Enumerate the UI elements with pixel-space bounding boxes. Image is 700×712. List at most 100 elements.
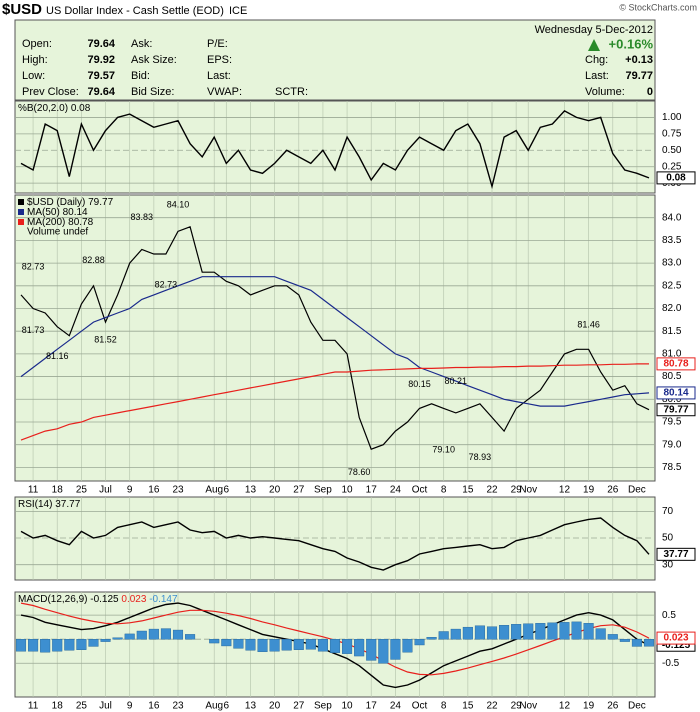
x-tick-label: 15 (462, 701, 474, 712)
histogram-bar (607, 634, 618, 640)
x-tick-label: 11 (28, 701, 39, 712)
price-annotation: 83.83 (131, 212, 154, 222)
legend: RSI(14) 37.77 (18, 499, 81, 510)
histogram-bar (354, 639, 365, 657)
x-tick-label: Oct (412, 485, 428, 496)
x-tick-label: 9 (127, 701, 133, 712)
histogram-bar (426, 637, 437, 640)
x-tick-label: Sep (314, 701, 332, 712)
histogram-bar (52, 639, 63, 652)
price-annotation: 78.60 (348, 467, 371, 477)
histogram-bar (547, 622, 558, 640)
histogram-bar (88, 639, 99, 647)
legend-name: $USD (Daily) (27, 197, 85, 208)
x-tick-label: 25 (76, 701, 88, 712)
x-tick-label: 11 (28, 485, 39, 496)
value-box (656, 357, 696, 371)
x-tick-label: 18 (52, 701, 64, 712)
quote-label: VWAP: (207, 86, 242, 98)
panel-background (14, 496, 656, 581)
value-box-label: 0.023 (663, 633, 688, 644)
price-annotation: 80.15 (408, 379, 431, 389)
y-tick-label: 0.50 (662, 145, 682, 156)
histogram-bar (160, 628, 171, 640)
quote-value: 79.77 (625, 70, 653, 82)
price-annotation: 82.73 (155, 280, 178, 290)
histogram-bar (462, 626, 473, 640)
histogram-bar (378, 639, 389, 664)
x-tick-label: Jul (99, 701, 112, 712)
x-tick-label: 9 (127, 485, 133, 496)
histogram-bar (631, 639, 642, 647)
legend-value: 80.78 (68, 217, 93, 228)
histogram-bar (257, 639, 268, 652)
x-tick-label: 23 (172, 485, 184, 496)
x-tick-label: 22 (486, 485, 498, 496)
histogram-bar (185, 634, 196, 640)
x-tick-label: 29 (511, 485, 523, 496)
copyright: © StockCharts.com (619, 2, 697, 12)
series-line (20, 276, 650, 407)
y-tick-label: 83.5 (662, 235, 682, 246)
y-tick-label: 30 (662, 559, 674, 570)
legend-value: 0.08 (71, 103, 91, 114)
y-tick-label: 84.0 (662, 212, 682, 223)
quote-label: Prev Close: (22, 86, 79, 98)
value-box (656, 386, 696, 400)
change-percent: +0.16% (609, 36, 654, 51)
y-tick-label: 82.0 (662, 303, 682, 314)
legend-value: 0.023 (121, 594, 146, 605)
value-box-label: 79.77 (663, 404, 688, 415)
quote-label: Open: (22, 38, 52, 50)
x-tick-label: 12 (559, 701, 571, 712)
x-tick-label: 13 (245, 485, 257, 496)
histogram-bar (172, 629, 184, 640)
legend-swatch (18, 199, 24, 205)
quote-label: Ask: (131, 38, 152, 50)
x-tick-label: 20 (269, 701, 281, 712)
quote-label: Volume: (585, 86, 625, 98)
series-line (20, 110, 650, 190)
x-tick-label: 6 (224, 701, 230, 712)
histogram-bar (595, 628, 606, 640)
histogram-bar (535, 623, 546, 640)
series-line (20, 517, 650, 571)
x-tick-label: 10 (342, 701, 354, 712)
histogram-bar (450, 628, 461, 640)
histogram-bar (233, 639, 244, 649)
legend-name: RSI(14) (18, 499, 52, 510)
y-tick-label: 0.75 (662, 128, 682, 139)
histogram-bar (523, 623, 534, 640)
up-arrow (588, 39, 600, 51)
x-tick-label: Aug (205, 701, 223, 712)
value-box-label: 37.77 (663, 549, 688, 560)
x-tick-label: 25 (76, 485, 88, 496)
x-tick-label: 24 (390, 485, 402, 496)
x-tick-label: 16 (148, 485, 160, 496)
legend: %B(20,2.0) 0.08 (18, 103, 91, 114)
histogram-bar (402, 639, 413, 653)
price-annotation: 81.46 (577, 319, 600, 329)
x-tick-label: Nov (519, 701, 537, 712)
histogram-bar (64, 639, 75, 651)
x-tick-label: 12 (559, 485, 571, 496)
x-tick-label: 24 (390, 701, 402, 712)
quote-label: High: (22, 54, 48, 66)
quote-label: EPS: (207, 54, 232, 66)
histogram-bar (414, 639, 425, 646)
histogram-bar (474, 625, 485, 640)
histogram-bar (619, 639, 630, 642)
y-tick-label: 50 (662, 533, 674, 544)
symbol: $USD (2, 1, 42, 18)
quote-value: 79.57 (87, 70, 115, 82)
price-annotation: 81.52 (94, 335, 117, 345)
quote-label: P/E: (207, 38, 228, 50)
y-tick-label: 79.5 (662, 417, 682, 428)
legend-name: MA(200) (27, 217, 65, 228)
histogram-bar (329, 639, 341, 653)
quote-label: Last: (585, 70, 609, 82)
y-tick-label: 1.00 (662, 112, 682, 123)
legend-swatch (18, 209, 24, 215)
